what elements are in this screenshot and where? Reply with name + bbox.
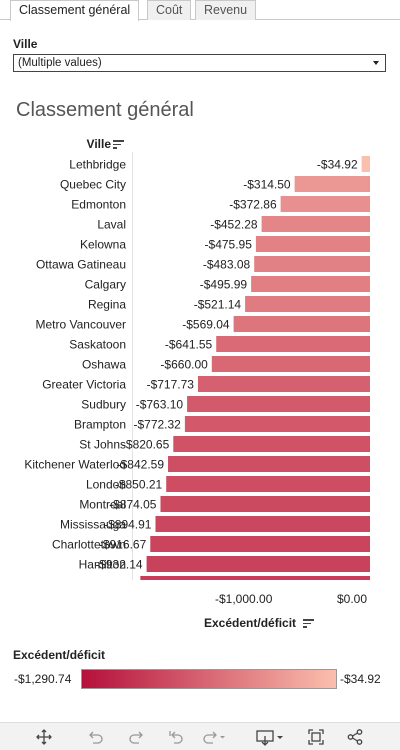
legend-max-label: -$34.92 [340,672,381,686]
ville-filter-dropdown[interactable]: (Multiple values) [13,54,386,72]
data-label: -$483.08 [203,258,251,272]
y-axis-header: Ville [0,137,130,153]
undo-icon[interactable] [86,728,106,746]
bar [184,416,370,432]
bar-chart: Lethbridge -$34.92 Quebec City -$314.50 Edmo… [24,152,370,580]
bar [160,496,370,512]
bar [146,556,370,572]
data-label: -$894.91 [104,518,152,532]
revert-icon[interactable] [166,728,186,746]
data-label: -$874.05 [109,498,157,512]
sheet-tabs: Classement général Coût Revenu [0,0,400,21]
data-label: -$452.28 [210,218,258,232]
chart-title: Classement général [16,99,194,121]
data-label: -$820.65 [122,438,170,452]
bar [251,276,370,292]
category-label: Greater Victoria [42,378,126,392]
chart-plot-area: Lethbridge -$34.92 Quebec City -$314.50 Edmo… [0,152,400,580]
category-label: Laval [97,218,126,232]
category-label: Calgary [85,278,126,292]
data-label: -$372.86 [229,198,277,212]
bar [233,316,370,332]
data-label: -$763.10 [136,398,184,412]
chevron-down-icon [373,61,379,65]
x-tick-label: $0.00 [337,592,368,606]
bar [211,356,370,372]
bar [173,436,370,452]
data-label: -$916.67 [99,538,147,552]
download-icon[interactable] [254,728,288,746]
bar [187,396,370,412]
data-label: -$495.99 [200,278,248,292]
refresh-icon[interactable] [200,728,226,746]
data-label: -$34.92 [317,158,358,172]
bar [197,376,370,392]
bar [168,456,370,472]
bar [155,516,370,532]
x-axis-title: Excédent/déficit [204,616,297,630]
legend-title: Excédent/déficit [13,648,106,662]
category-label: Edmonton [71,198,126,212]
bar [254,256,370,272]
bar [294,176,370,192]
category-label: Metro Vancouver [36,318,127,332]
category-label: Quebec City [60,178,126,192]
toolbar [0,722,400,750]
data-label: -$717.73 [147,378,195,392]
category-label: Sudbury [81,398,126,412]
color-legend-gradient [81,669,337,689]
x-tick-label: -$1,000.00 [215,592,273,606]
filter-label: Ville [13,37,38,51]
bar [216,336,370,352]
move-icon[interactable] [34,728,54,746]
bar [261,216,370,232]
legend-min-label: -$1,290.74 [14,672,72,686]
sort-icon[interactable] [303,619,314,628]
category-label: Lethbridge [69,158,126,172]
tab-classement-general[interactable]: Classement général [10,0,140,21]
data-label: -$475.95 [205,238,253,252]
category-label: Saskatoon [69,338,126,352]
redo-icon[interactable] [126,728,146,746]
category-label: London [86,478,126,492]
data-label: -$641.55 [165,338,213,352]
category-label: Hamilton [79,558,126,572]
category-label: Charlottetown [52,538,126,552]
bar [166,476,370,492]
category-label: Brampton [74,418,126,432]
bar [150,536,370,552]
filter-value: (Multiple values) [18,57,102,69]
category-label: Mississauga [60,518,126,532]
category-label: Kitchener Waterloo [24,458,126,472]
category-label: Regina [88,298,126,312]
data-label: -$569.04 [182,318,230,332]
bar [140,576,370,580]
data-label: -$521.14 [194,298,242,312]
category-label: Oshawa [82,358,126,372]
category-label: Ottawa Gatineau [36,258,126,272]
data-label: -$932.14 [95,558,143,572]
bar [280,196,370,212]
x-axis: -$1,000.00 $0.00 Excédent/déficit [0,580,400,640]
sort-icon[interactable] [113,140,124,149]
bar [245,296,370,312]
category-label: St Johns [79,438,126,452]
data-label: -$314.50 [243,178,291,192]
data-label: -$850.21 [115,478,163,492]
data-label: -$842.59 [117,458,165,472]
share-icon[interactable] [345,728,365,746]
fullscreen-icon[interactable] [306,728,326,746]
bar [361,156,370,172]
tab-cout[interactable]: Coût [147,0,192,20]
data-label: -$772.32 [133,418,181,432]
data-label: -$660.00 [160,358,208,372]
y-axis-title: Ville [86,137,111,151]
bar [255,236,370,252]
tab-revenu[interactable]: Revenu [195,0,257,20]
category-label: Montreal [79,498,126,512]
category-label: Kelowna [80,238,126,252]
